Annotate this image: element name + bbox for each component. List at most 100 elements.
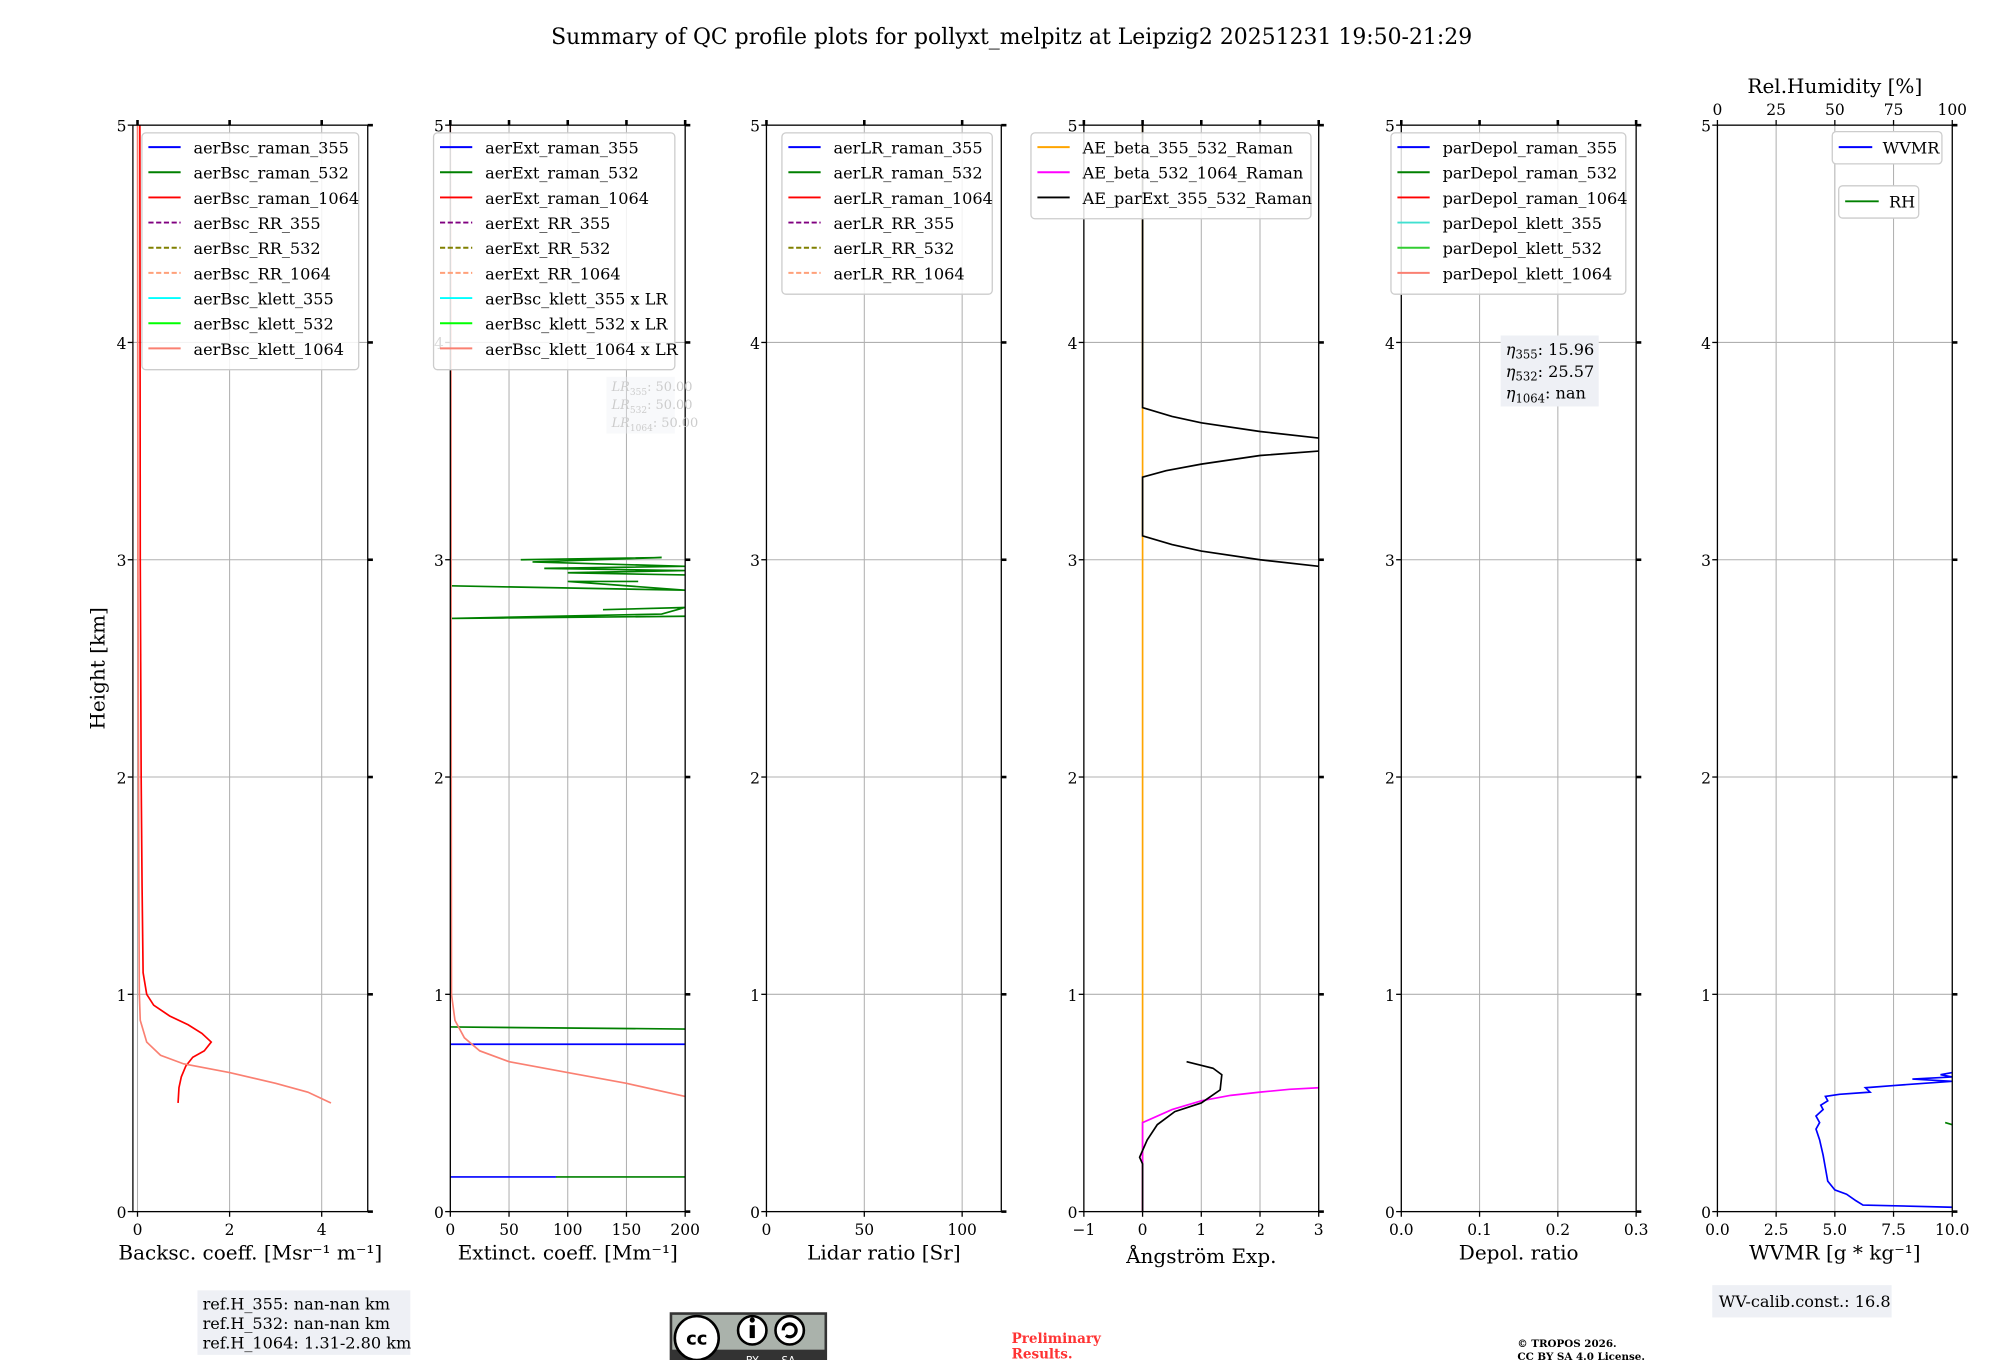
legend-box (781, 132, 993, 295)
panel-6: 0 1 2 3 4 5 0.0 2.5 5.0 7.5 10.0 WVMR [g * kg⁻¹] 0 25… (1701, 74, 1969, 1318)
value: : nan (1545, 384, 1586, 403)
x-tick-label: 0.0 (1705, 1221, 1730, 1239)
y-tick-label: 1 (117, 987, 127, 1005)
legend-label: aerBsc_klett_1064 x LR (485, 340, 678, 359)
y-tick-label: 4 (1701, 335, 1711, 353)
x-tick-label: 0.0 (1389, 1221, 1414, 1239)
legend-box (1390, 132, 1627, 295)
lidar-ratio-text: LR1064: 50.00 (611, 416, 699, 434)
wv-calib-box (1712, 1285, 1892, 1318)
y-axis-label: Height [km] (86, 607, 110, 729)
copyright-line1: © TROPOS 2026. (1517, 1338, 1616, 1350)
sa-label: SA (781, 1355, 795, 1360)
symbol: LR (611, 398, 631, 413)
x-tick-label: 0 (1138, 1221, 1148, 1239)
legend-label: aerLR_RR_532 (834, 239, 955, 258)
legend-label: aerBsc_klett_1064 (194, 340, 344, 359)
x-axis-label: WVMR [g * kg⁻¹] (1749, 1240, 1921, 1264)
panel-2: 012345050100150200Extinct. coeff. [Mm⁻¹]… (432, 118, 700, 1264)
top-x-tick-label: 0 (1712, 101, 1722, 119)
sa-icon (774, 1314, 806, 1346)
x-axis-label: Ångström Exp. (1125, 1243, 1276, 1268)
legend: AE_beta_355_532_Raman AE_beta_532_1064_Ra… (1030, 132, 1312, 220)
top-x-tick-label: 75 (1884, 101, 1904, 119)
legend-box (1030, 132, 1312, 220)
x-tick-label: 100 (947, 1221, 977, 1239)
legend-label: AE_beta_532_1064_Raman (1082, 164, 1304, 183)
legend-label: aerExt_raman_532 (485, 164, 639, 183)
axes-frame (765, 124, 1002, 1213)
legend: aerBsc_raman_355 aerBsc_raman_532 aerBsc_r… (141, 132, 360, 371)
legend-box (1831, 130, 1943, 165)
y-tick-label: 0 (434, 1204, 444, 1222)
x-axis-label: Backsc. coeff. [Msr⁻¹ m⁻¹] (118, 1240, 382, 1264)
legend: parDepol_raman_355 parDepol_raman_532 parD… (1390, 132, 1628, 295)
y-tick-label: 3 (1385, 552, 1395, 570)
by-head-icon (749, 1317, 755, 1323)
preliminary-line2: Results. (1012, 1347, 1073, 1360)
y-tick-label: 0 (1385, 1204, 1395, 1222)
symbol: η (1506, 340, 1516, 359)
y-tick-label: 5 (434, 118, 444, 136)
by-label: BY (746, 1355, 760, 1360)
eta-text: η355: 15.96 (1506, 340, 1595, 362)
top-x-tick-label: 25 (1766, 101, 1786, 119)
lidar-ratio-text: LR532: 50.00 (611, 398, 693, 416)
legend-label: aerBsc_raman_532 (194, 164, 349, 183)
y-tick-label: 4 (1068, 335, 1078, 353)
x-axis-label: Depol. ratio (1459, 1240, 1579, 1264)
legend-label: aerLR_raman_355 (834, 139, 983, 158)
top-x-tick-label: 50 (1825, 101, 1845, 119)
legend-label: parDepol_raman_355 (1443, 139, 1618, 158)
x-tick-label: 0.2 (1546, 1221, 1571, 1239)
y-tick-label: 2 (1385, 769, 1395, 787)
x-tick-label: 0 (445, 1221, 455, 1239)
legend-label: aerBsc_RR_1064 (194, 264, 331, 283)
y-tick-label: 2 (117, 769, 127, 787)
value: : 50.00 (647, 398, 692, 413)
legend-label: aerBsc_klett_532 (194, 315, 334, 334)
value: : 50.00 (653, 416, 698, 431)
legend-label: parDepol_klett_355 (1443, 214, 1602, 233)
subscript: 1064 (1515, 392, 1545, 406)
legend-label: aerBsc_raman_355 (194, 139, 349, 158)
series-line-aerBsc-klett-1064 (136, 125, 332, 1104)
y-tick-label: 1 (750, 987, 760, 1005)
legend: aerExt_raman_355 aerExt_raman_532 aerExt_r… (432, 132, 679, 371)
symbol: η (1506, 362, 1516, 381)
subscript: 532 (630, 406, 647, 416)
top-x-tick-label: 100 (1937, 101, 1967, 119)
x-tick-label: 3 (1314, 1221, 1324, 1239)
y-tick-label: 2 (750, 769, 760, 787)
x-tick-label: 100 (553, 1221, 583, 1239)
x-tick-label: 2 (225, 1221, 235, 1239)
x-tick-label: 0.1 (1467, 1221, 1492, 1239)
series-line-aerBsc-klett-1064-x-LR (449, 125, 686, 1098)
legend-label: aerBsc_raman_1064 (194, 189, 360, 208)
series-line-aerExt-raman-532 (450, 556, 686, 1178)
series-line-aerExt-raman-355 (450, 1043, 686, 1178)
series-line-RH (1944, 1121, 1953, 1126)
y-tick-label: 3 (1701, 552, 1711, 570)
legend-box (141, 132, 360, 371)
x-tick-label: 2.5 (1764, 1221, 1789, 1239)
y-tick-label: 4 (1385, 335, 1395, 353)
y-tick-label: 5 (1701, 118, 1711, 136)
legend-label: aerExt_RR_532 (485, 239, 610, 258)
y-tick-label: 5 (1068, 118, 1078, 136)
x-tick-label: 7.5 (1881, 1221, 1906, 1239)
x-axis-label: Lidar ratio [Sr] (807, 1240, 961, 1264)
legend-label: aerBsc_klett_355 x LR (485, 290, 668, 309)
legend-label: aerLR_raman_1064 (834, 189, 993, 208)
y-tick-label: 2 (434, 769, 444, 787)
legend-label: parDepol_raman_1064 (1443, 189, 1628, 208)
x-tick-label: −1 (1072, 1221, 1095, 1239)
value: : 25.57 (1538, 362, 1595, 381)
x-tick-label: 0 (762, 1221, 772, 1239)
sa-arrow-icon (781, 1322, 798, 1339)
eta-text: η532: 25.57 (1506, 362, 1595, 384)
